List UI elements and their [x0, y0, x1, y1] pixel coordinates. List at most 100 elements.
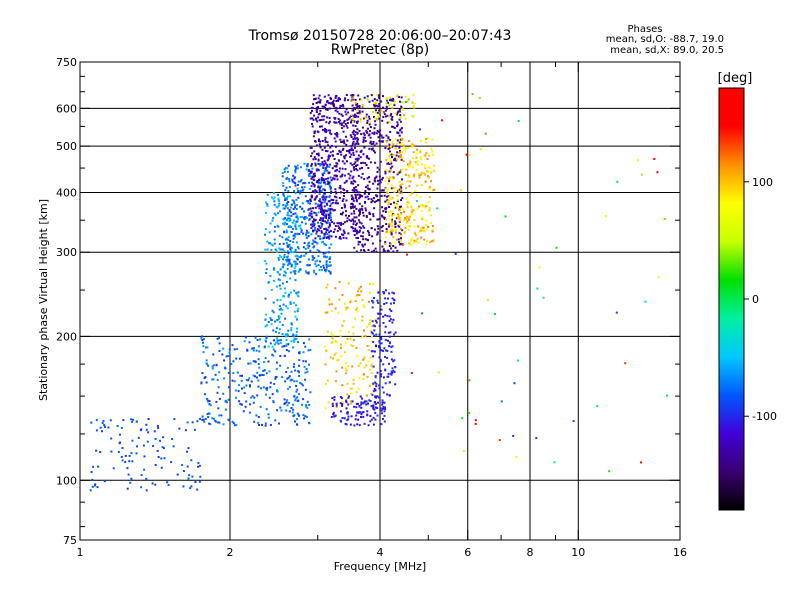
- data-point: [361, 411, 364, 414]
- data-point: [663, 217, 666, 220]
- data-point: [343, 205, 346, 207]
- data-point: [317, 181, 320, 184]
- data-point: [122, 419, 125, 422]
- data-point: [295, 380, 298, 383]
- data-point: [280, 409, 283, 412]
- data-point: [369, 400, 372, 402]
- data-point: [313, 132, 316, 135]
- data-point: [329, 212, 332, 215]
- data-point: [414, 232, 417, 235]
- data-point: [399, 116, 402, 119]
- data-point: [314, 263, 317, 266]
- data-point: [386, 169, 389, 172]
- data-point: [373, 179, 376, 182]
- data-point: [384, 188, 387, 191]
- data-point: [283, 256, 286, 259]
- data-point: [386, 199, 389, 202]
- data-point: [317, 169, 320, 172]
- data-point: [313, 172, 316, 175]
- data-point: [390, 169, 393, 172]
- data-point: [371, 306, 374, 309]
- data-point: [406, 201, 409, 204]
- data-point: [294, 263, 297, 265]
- data-point: [415, 162, 418, 164]
- data-point: [292, 237, 295, 240]
- data-point: [285, 335, 288, 338]
- data-point: [299, 269, 302, 271]
- data-point: [356, 159, 359, 162]
- data-point: [361, 166, 363, 169]
- data-point: [253, 396, 256, 399]
- data-point: [266, 205, 269, 207]
- data-point: [298, 351, 300, 354]
- data-point: [382, 189, 385, 192]
- data-point: [462, 449, 465, 452]
- data-point: [296, 216, 299, 219]
- data-point: [498, 439, 501, 442]
- data-point: [279, 299, 282, 302]
- data-point: [295, 337, 298, 340]
- data-point: [383, 194, 386, 197]
- data-point: [433, 169, 436, 172]
- data-point: [379, 347, 382, 350]
- data-point: [343, 232, 346, 235]
- data-point: [377, 317, 380, 320]
- data-point: [337, 99, 340, 102]
- data-point: [406, 253, 409, 256]
- data-point: [409, 180, 412, 183]
- data-point: [355, 223, 357, 226]
- data-point: [309, 198, 312, 201]
- data-point: [404, 101, 407, 103]
- data-point: [327, 214, 330, 216]
- data-point: [388, 335, 391, 338]
- data-point: [290, 265, 293, 268]
- data-point: [319, 109, 322, 112]
- data-point: [369, 218, 372, 221]
- data-point: [313, 130, 316, 133]
- data-point: [285, 231, 288, 234]
- data-point: [298, 256, 301, 258]
- data-point: [198, 480, 201, 483]
- data-point: [278, 284, 281, 287]
- data-point: [350, 149, 352, 152]
- data-point: [396, 142, 399, 145]
- data-point: [381, 140, 384, 143]
- data-point: [415, 200, 418, 203]
- data-point: [359, 395, 362, 398]
- data-point: [304, 371, 307, 374]
- data-point: [360, 403, 363, 406]
- data-point: [350, 120, 353, 123]
- data-point: [296, 418, 298, 421]
- data-point: [471, 93, 474, 96]
- data-point: [369, 319, 372, 321]
- data-point: [227, 371, 230, 374]
- data-point: [347, 232, 350, 235]
- data-point: [329, 204, 332, 207]
- data-point: [390, 310, 393, 312]
- data-point: [346, 160, 348, 163]
- data-point: [309, 200, 312, 202]
- data-point: [120, 456, 123, 458]
- data-point: [338, 120, 340, 123]
- data-point: [382, 248, 385, 251]
- data-point: [343, 203, 346, 206]
- data-point: [388, 223, 390, 226]
- data-point: [345, 113, 348, 116]
- data-point: [282, 218, 285, 221]
- data-point: [384, 210, 387, 213]
- data-point: [283, 295, 286, 298]
- data-point: [341, 294, 344, 296]
- data-point: [368, 211, 371, 214]
- data-point: [324, 252, 327, 255]
- data-point: [366, 325, 369, 328]
- data-point: [341, 417, 344, 419]
- data-point: [391, 222, 394, 225]
- data-point: [390, 372, 393, 375]
- data-point: [271, 244, 274, 247]
- data-point: [339, 175, 342, 178]
- data-point: [381, 230, 384, 232]
- data-point: [357, 411, 360, 414]
- data-point: [286, 214, 289, 217]
- data-point: [341, 127, 344, 130]
- data-point: [376, 233, 379, 236]
